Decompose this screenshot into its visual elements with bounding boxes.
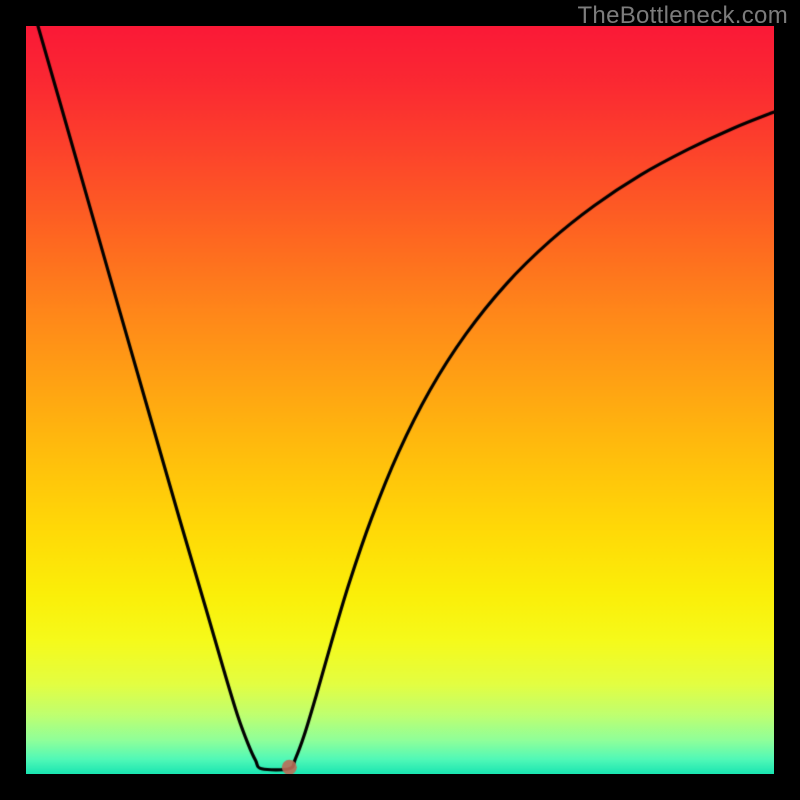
chart-stage: TheBottleneck.com bbox=[0, 0, 800, 800]
watermark-text: TheBottleneck.com bbox=[577, 2, 788, 30]
plot-frame bbox=[26, 26, 774, 774]
bottleneck-curve bbox=[26, 26, 774, 774]
